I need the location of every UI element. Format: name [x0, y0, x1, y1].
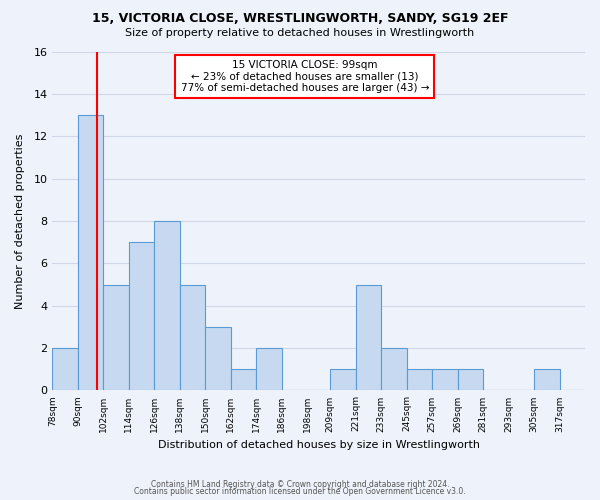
Bar: [407, 369, 432, 390]
Text: Contains HM Land Registry data © Crown copyright and database right 2024.: Contains HM Land Registry data © Crown c…: [151, 480, 449, 489]
X-axis label: Distribution of detached houses by size in Wrestlingworth: Distribution of detached houses by size …: [158, 440, 479, 450]
Bar: [230, 369, 256, 390]
Bar: [458, 369, 483, 390]
Bar: [331, 369, 356, 390]
Bar: [154, 221, 179, 390]
Bar: [381, 348, 407, 391]
Y-axis label: Number of detached properties: Number of detached properties: [15, 134, 25, 308]
Text: Contains public sector information licensed under the Open Government Licence v3: Contains public sector information licen…: [134, 487, 466, 496]
Bar: [256, 348, 281, 391]
Bar: [356, 284, 381, 391]
Bar: [78, 115, 103, 390]
Bar: [534, 369, 560, 390]
Text: 15, VICTORIA CLOSE, WRESTLINGWORTH, SANDY, SG19 2EF: 15, VICTORIA CLOSE, WRESTLINGWORTH, SAND…: [92, 12, 508, 26]
Text: Size of property relative to detached houses in Wrestlingworth: Size of property relative to detached ho…: [125, 28, 475, 38]
Bar: [205, 327, 230, 390]
Text: 15 VICTORIA CLOSE: 99sqm
← 23% of detached houses are smaller (13)
77% of semi-d: 15 VICTORIA CLOSE: 99sqm ← 23% of detach…: [181, 60, 429, 93]
Bar: [432, 369, 458, 390]
Bar: [179, 284, 205, 391]
Bar: [129, 242, 154, 390]
Bar: [52, 348, 78, 391]
Bar: [103, 284, 129, 391]
